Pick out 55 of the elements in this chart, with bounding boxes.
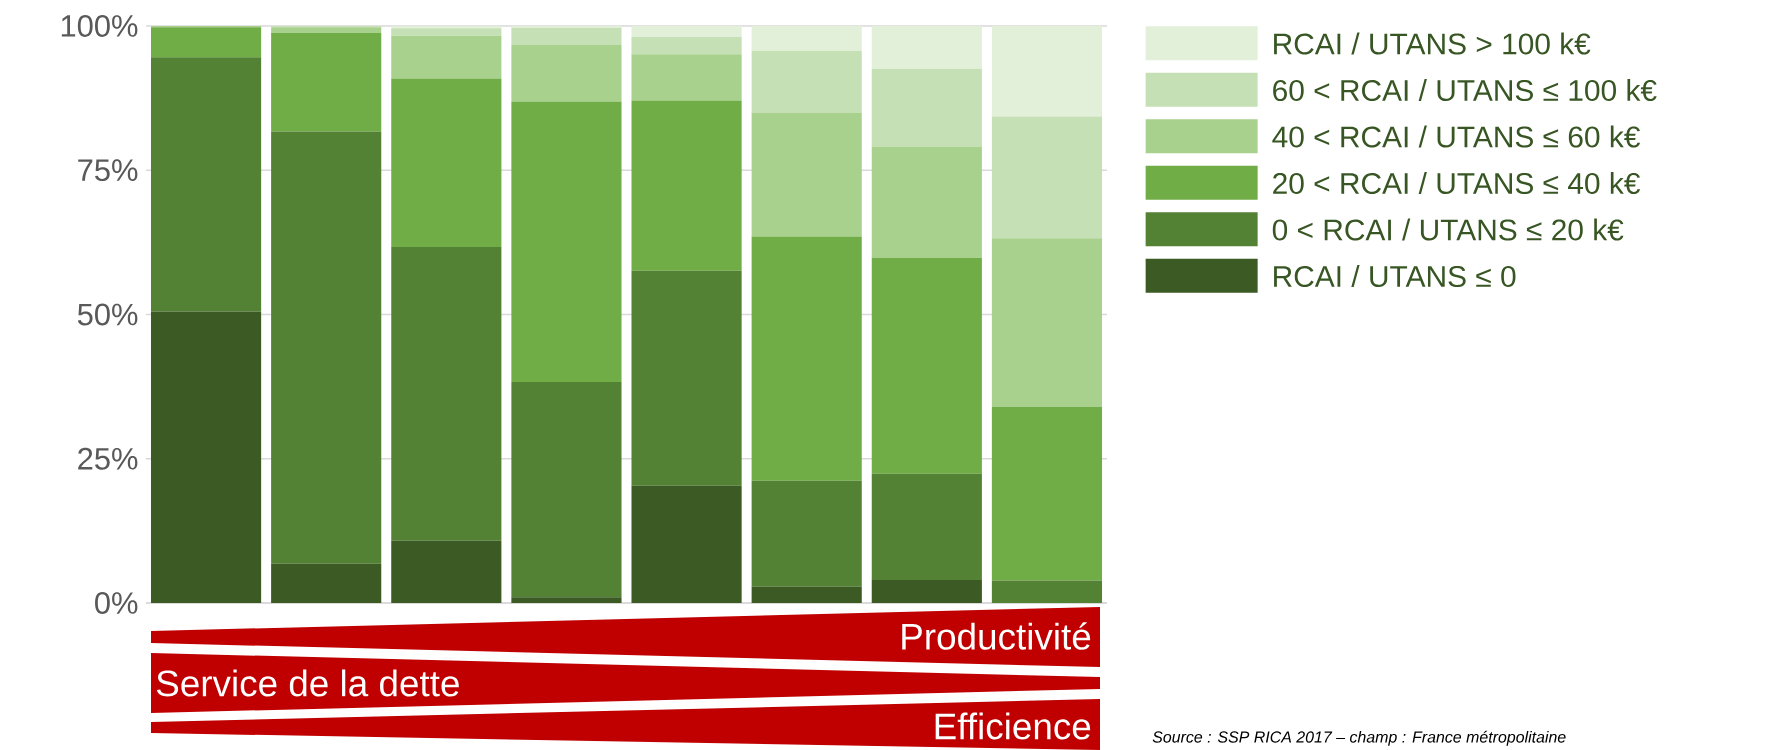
bar	[871, 579, 982, 603]
bar	[511, 101, 622, 382]
bar	[150, 27, 262, 58]
bar	[751, 50, 862, 113]
legend-label: 60 < RCAI / UTANS ≤ 100 k€	[1273, 79, 1657, 102]
text: Productivité	[902, 622, 1091, 650]
bar	[871, 146, 982, 258]
bar	[751, 480, 862, 587]
source-note: Source : SSP RICA 2017 – champ : France métropolitaine	[1152, 730, 1566, 746]
bar	[871, 473, 982, 580]
y-tick-label: 0%	[95, 592, 138, 614]
bar	[751, 586, 862, 603]
y-tick-label: 100%	[61, 15, 138, 37]
bar	[391, 540, 502, 603]
bar	[150, 57, 262, 312]
bar	[991, 116, 1103, 239]
y-tick-label: 25%	[78, 447, 138, 470]
bar	[511, 382, 622, 598]
bar	[271, 563, 382, 603]
legend-label: 0 < RCAI / UTANS ≤ 20 k€	[1272, 218, 1624, 241]
bar	[751, 236, 862, 481]
bar	[271, 27, 382, 33]
bar	[391, 28, 502, 36]
text: Efficience	[935, 712, 1091, 740]
bar	[631, 270, 742, 486]
bar	[991, 25, 1103, 117]
legend-label: 40 < RCAI / UTANS ≤ 60 k€	[1272, 125, 1641, 148]
bar	[991, 580, 1103, 603]
bar	[991, 238, 1103, 407]
y-tick-label: 75%	[78, 159, 138, 182]
bar	[511, 45, 622, 102]
legend-label: RCAI / UTANS ≤ 0	[1274, 265, 1516, 288]
text: Service de la dette	[156, 669, 459, 697]
bar	[271, 131, 382, 564]
bar	[631, 100, 742, 271]
bar	[991, 406, 1103, 581]
bar	[751, 25, 862, 51]
bar	[751, 112, 862, 237]
legend-label: RCAI / UTANS > 100 k€	[1274, 32, 1591, 55]
bar	[511, 27, 622, 46]
bar	[391, 246, 502, 541]
bar	[631, 36, 742, 55]
legend-label: 20 < RCAI / UTANS ≤ 40 k€	[1273, 172, 1641, 195]
bar	[631, 485, 742, 603]
bar	[271, 32, 382, 132]
bar	[871, 257, 982, 474]
y-tick-label: 50%	[77, 303, 138, 326]
bar	[631, 25, 742, 37]
bar	[511, 597, 622, 603]
bar	[871, 68, 982, 147]
bar	[391, 35, 502, 79]
bar	[150, 311, 262, 603]
bar	[631, 54, 742, 101]
bar	[391, 78, 502, 247]
bar	[871, 25, 982, 69]
